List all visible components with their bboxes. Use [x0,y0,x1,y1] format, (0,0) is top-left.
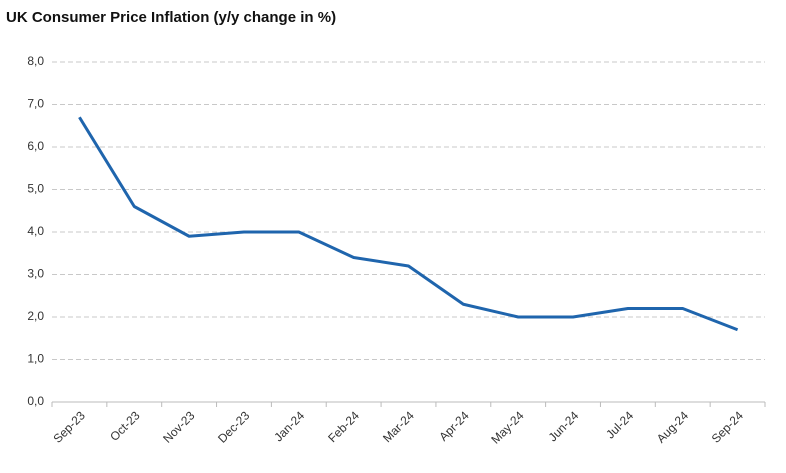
x-tick-label: Oct-23 [107,408,143,444]
x-tick-label: Apr-24 [436,408,472,444]
y-tick-label: 3,0 [27,267,44,281]
x-tick-label: Nov-23 [160,408,197,445]
x-tick-label: Jun-24 [546,408,582,444]
y-tick-label: 1,0 [27,352,44,366]
x-tick-label: Feb-24 [325,408,362,445]
x-tick-label: Dec-23 [215,408,252,445]
x-tick-label: Aug-24 [654,408,691,445]
x-tick-label: Sep-24 [709,408,746,445]
x-tick-label: Jul-24 [603,408,636,441]
x-tick-label: Sep-23 [51,408,88,445]
x-tick-label: May-24 [488,408,526,446]
chart-title: UK Consumer Price Inflation (y/y change … [6,9,336,26]
y-tick-label: 5,0 [27,182,44,196]
y-tick-label: 4,0 [27,224,44,238]
y-tick-label: 6,0 [27,139,44,153]
x-tick-label: Jan-24 [271,408,307,444]
y-tick-label: 7,0 [27,97,44,111]
y-tick-label: 2,0 [27,309,44,323]
y-tick-label: 0,0 [27,394,44,408]
line-series [78,116,739,332]
x-tick-label: Mar-24 [380,408,417,445]
y-tick-label: 8,0 [27,54,44,68]
